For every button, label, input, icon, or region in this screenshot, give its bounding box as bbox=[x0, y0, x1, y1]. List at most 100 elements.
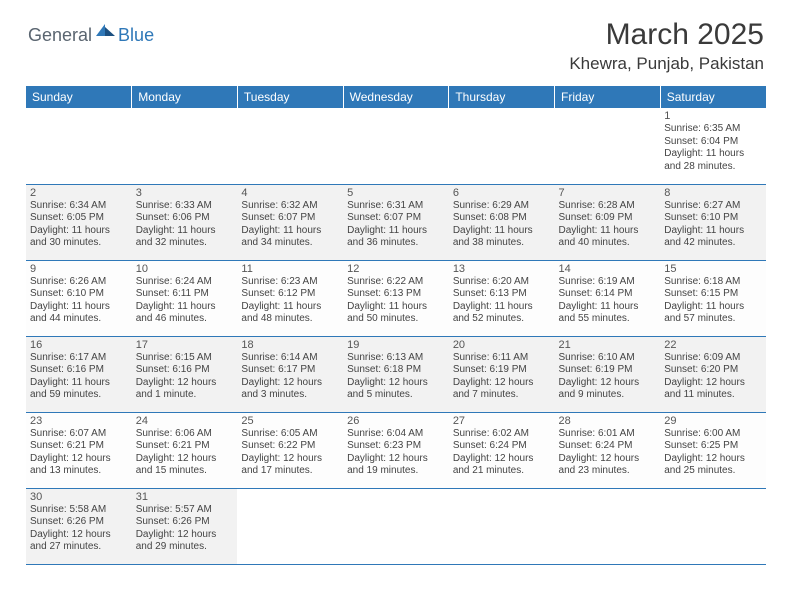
calendar-cell: 5Sunrise: 6:31 AMSunset: 6:07 PMDaylight… bbox=[343, 184, 449, 260]
sunset-text: Sunset: 6:09 PM bbox=[559, 212, 657, 225]
sunset-text: Sunset: 6:11 PM bbox=[136, 288, 234, 301]
day-number: 11 bbox=[241, 263, 339, 275]
calendar-cell: 29Sunrise: 6:00 AMSunset: 6:25 PMDayligh… bbox=[660, 412, 766, 488]
daylight-text: Daylight: 12 hours and 27 minutes. bbox=[30, 529, 128, 554]
calendar-cell bbox=[449, 488, 555, 564]
day-number: 28 bbox=[559, 415, 657, 427]
sunrise-text: Sunrise: 6:19 AM bbox=[559, 276, 657, 289]
day-info: Sunrise: 6:10 AMSunset: 6:19 PMDaylight:… bbox=[559, 352, 657, 402]
calendar-cell bbox=[555, 488, 661, 564]
day-info: Sunrise: 6:20 AMSunset: 6:13 PMDaylight:… bbox=[453, 276, 551, 326]
daylight-text: Daylight: 12 hours and 29 minutes. bbox=[136, 529, 234, 554]
day-info: Sunrise: 6:02 AMSunset: 6:24 PMDaylight:… bbox=[453, 428, 551, 478]
calendar-cell: 2Sunrise: 6:34 AMSunset: 6:05 PMDaylight… bbox=[26, 184, 132, 260]
day-number: 20 bbox=[453, 339, 551, 351]
sunset-text: Sunset: 6:07 PM bbox=[347, 212, 445, 225]
calendar-cell: 6Sunrise: 6:29 AMSunset: 6:08 PMDaylight… bbox=[449, 184, 555, 260]
day-number: 23 bbox=[30, 415, 128, 427]
sunrise-text: Sunrise: 6:13 AM bbox=[347, 352, 445, 365]
day-number: 9 bbox=[30, 263, 128, 275]
day-number: 3 bbox=[136, 187, 234, 199]
day-number: 16 bbox=[30, 339, 128, 351]
sunset-text: Sunset: 6:14 PM bbox=[559, 288, 657, 301]
calendar-cell: 31Sunrise: 5:57 AMSunset: 6:26 PMDayligh… bbox=[132, 488, 238, 564]
calendar-cell: 21Sunrise: 6:10 AMSunset: 6:19 PMDayligh… bbox=[555, 336, 661, 412]
daylight-text: Daylight: 11 hours and 30 minutes. bbox=[30, 225, 128, 250]
calendar-week-row: 16Sunrise: 6:17 AM Sunset: 6:16 PM Dayligh… bbox=[26, 336, 766, 412]
header: General Blue March 2025 Khewra, Punjab, … bbox=[0, 0, 792, 82]
daylight-text: Daylight: 11 hours and 40 minutes. bbox=[559, 225, 657, 250]
day-info: Sunrise: 6:23 AMSunset: 6:12 PMDaylight:… bbox=[241, 276, 339, 326]
daylight-text: Daylight: 11 hours and 57 minutes. bbox=[664, 301, 762, 326]
flag-icon bbox=[96, 24, 116, 43]
calendar-cell bbox=[660, 488, 766, 564]
sunrise-text: Sunrise: 6:17 AM bbox=[30, 352, 128, 365]
sunrise-text: Sunrise: 6:10 AM bbox=[559, 352, 657, 365]
sunrise-text: Sunrise: 6:33 AM bbox=[136, 200, 234, 213]
day-info: Sunrise: 6:35 AMSunset: 6:04 PMDaylight:… bbox=[664, 123, 762, 173]
calendar-cell: 28Sunrise: 6:01 AMSunset: 6:24 PMDayligh… bbox=[555, 412, 661, 488]
calendar-week-row: 23Sunrise: 6:07 AMSunset: 6:21 PM Dayligh… bbox=[26, 412, 766, 488]
calendar-cell: 18Sunrise: 6:14 AMSunset: 6:17 PMDayligh… bbox=[237, 336, 343, 412]
day-number: 19 bbox=[347, 339, 445, 351]
sunset-text: Sunset: 6:23 PM bbox=[347, 440, 445, 453]
sunset-text: Sunset: 6:16 PM bbox=[136, 364, 234, 377]
sunset-text: Sunset: 6:05 PM bbox=[30, 212, 128, 225]
sunset-text: Sunset: 6:22 PM bbox=[241, 440, 339, 453]
day-info: Sunrise: 6:13 AMSunset: 6:18 PMDaylight:… bbox=[347, 352, 445, 402]
day-number: 18 bbox=[241, 339, 339, 351]
day-info: Sunrise: 6:24 AMSunset: 6:11 PMDaylight:… bbox=[136, 276, 234, 326]
day-info: Sunrise: 5:58 AMSunset: 6:26 PMDaylight:… bbox=[30, 504, 128, 554]
sunrise-text: Sunrise: 6:31 AM bbox=[347, 200, 445, 213]
calendar-week-row: 30Sunrise: 5:58 AMSunset: 6:26 PMDayligh… bbox=[26, 488, 766, 564]
weekday-header: Thursday bbox=[449, 86, 555, 108]
calendar-cell bbox=[237, 488, 343, 564]
sunset-text: Sunset: 6:21 PM bbox=[30, 440, 128, 453]
sunset-text: Sunset: 6:12 PM bbox=[241, 288, 339, 301]
month-title: March 2025 bbox=[569, 18, 764, 52]
day-info: Sunrise: 6:15 AMSunset: 6:16 PMDaylight:… bbox=[136, 352, 234, 402]
calendar-cell: 11Sunrise: 6:23 AMSunset: 6:12 PMDayligh… bbox=[237, 260, 343, 336]
daylight-text: Daylight: 11 hours and 28 minutes. bbox=[664, 148, 762, 173]
sunset-text: Sunset: 6:10 PM bbox=[664, 212, 762, 225]
sunset-text: Sunset: 6:10 PM bbox=[30, 288, 128, 301]
calendar-cell: 16Sunrise: 6:17 AMSunset: 6:16 PMDayligh… bbox=[26, 336, 132, 412]
daylight-text: Daylight: 11 hours and 34 minutes. bbox=[241, 225, 339, 250]
calendar-cell: 24Sunrise: 6:06 AMSunset: 6:21 PMDayligh… bbox=[132, 412, 238, 488]
weekday-header: Wednesday bbox=[343, 86, 449, 108]
day-info: Sunrise: 5:57 AMSunset: 6:26 PMDaylight:… bbox=[136, 504, 234, 554]
weekday-header: Monday bbox=[132, 86, 238, 108]
sunrise-text: Sunrise: 6:02 AM bbox=[453, 428, 551, 441]
calendar-cell bbox=[132, 108, 238, 184]
sunset-text: Sunset: 6:19 PM bbox=[453, 364, 551, 377]
daylight-text: Daylight: 12 hours and 19 minutes. bbox=[347, 453, 445, 478]
sunrise-text: Sunrise: 6:11 AM bbox=[453, 352, 551, 365]
calendar-cell: 1Sunrise: 6:35 AMSunset: 6:04 PMDaylight… bbox=[660, 108, 766, 184]
sunset-text: Sunset: 6:13 PM bbox=[453, 288, 551, 301]
weekday-header: Sunday bbox=[26, 86, 132, 108]
day-info: Sunrise: 6:14 AMSunset: 6:17 PMDaylight:… bbox=[241, 352, 339, 402]
sunrise-text: Sunrise: 6:07 AM bbox=[30, 428, 128, 441]
title-block: March 2025 Khewra, Punjab, Pakistan bbox=[569, 18, 764, 74]
sunrise-text: Sunrise: 6:09 AM bbox=[664, 352, 762, 365]
sunrise-text: Sunrise: 6:06 AM bbox=[136, 428, 234, 441]
sunset-text: Sunset: 6:24 PM bbox=[453, 440, 551, 453]
sunset-text: Sunset: 6:15 PM bbox=[664, 288, 762, 301]
calendar-cell: 25Sunrise: 6:05 AMSunset: 6:22 PMDayligh… bbox=[237, 412, 343, 488]
calendar-cell bbox=[237, 108, 343, 184]
daylight-text: Daylight: 11 hours and 36 minutes. bbox=[347, 225, 445, 250]
day-info: Sunrise: 6:09 AMSunset: 6:20 PMDaylight:… bbox=[664, 352, 762, 402]
day-number: 26 bbox=[347, 415, 445, 427]
calendar-cell: 22Sunrise: 6:09 AMSunset: 6:20 PMDayligh… bbox=[660, 336, 766, 412]
daylight-text: Daylight: 11 hours and 44 minutes. bbox=[30, 301, 128, 326]
day-number: 29 bbox=[664, 415, 762, 427]
sunrise-text: Sunrise: 6:29 AM bbox=[453, 200, 551, 213]
sunset-text: Sunset: 6:17 PM bbox=[241, 364, 339, 377]
sunrise-text: Sunrise: 5:57 AM bbox=[136, 504, 234, 517]
calendar-cell: 13Sunrise: 6:20 AMSunset: 6:13 PMDayligh… bbox=[449, 260, 555, 336]
sunrise-text: Sunrise: 6:32 AM bbox=[241, 200, 339, 213]
daylight-text: Daylight: 11 hours and 59 minutes. bbox=[30, 377, 128, 402]
sunrise-text: Sunrise: 6:20 AM bbox=[453, 276, 551, 289]
calendar-header-row: SundayMondayTuesdayWednesdayThursdayFrid… bbox=[26, 86, 766, 108]
calendar-cell bbox=[555, 108, 661, 184]
